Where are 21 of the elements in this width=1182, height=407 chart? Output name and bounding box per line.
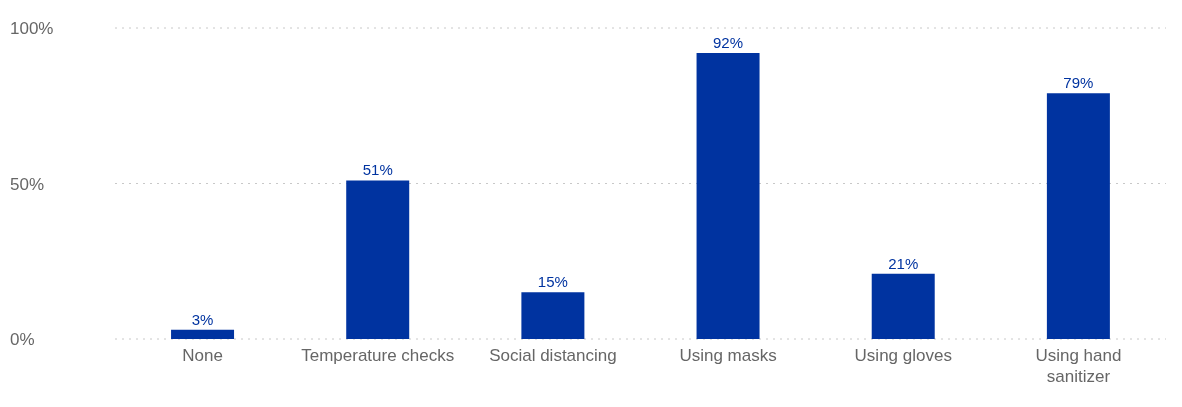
y-tick-label: 0% bbox=[10, 330, 35, 349]
bar bbox=[346, 180, 410, 339]
y-tick-label: 50% bbox=[10, 174, 45, 194]
x-tick-label: Using masks bbox=[679, 346, 777, 365]
data-label: 15% bbox=[537, 273, 568, 291]
bar bbox=[1046, 93, 1110, 339]
x-tick-label: Temperature checks bbox=[301, 346, 455, 365]
x-tick-label: Social distancing bbox=[489, 346, 617, 365]
data-label: 92% bbox=[713, 33, 744, 51]
x-tick-label: None bbox=[182, 346, 223, 365]
bar bbox=[871, 273, 935, 339]
x-tick-label: Using gloves bbox=[854, 346, 952, 365]
x-tick-label: Using hand sanitizer bbox=[1035, 346, 1122, 386]
data-label: 21% bbox=[888, 254, 919, 272]
data-label: 51% bbox=[362, 161, 393, 179]
y-tick-label: 100% bbox=[10, 19, 54, 38]
bar bbox=[696, 52, 760, 339]
data-label: 79% bbox=[1063, 74, 1094, 92]
bar bbox=[521, 292, 585, 339]
data-label: 3% bbox=[191, 310, 214, 328]
bar bbox=[171, 329, 235, 339]
